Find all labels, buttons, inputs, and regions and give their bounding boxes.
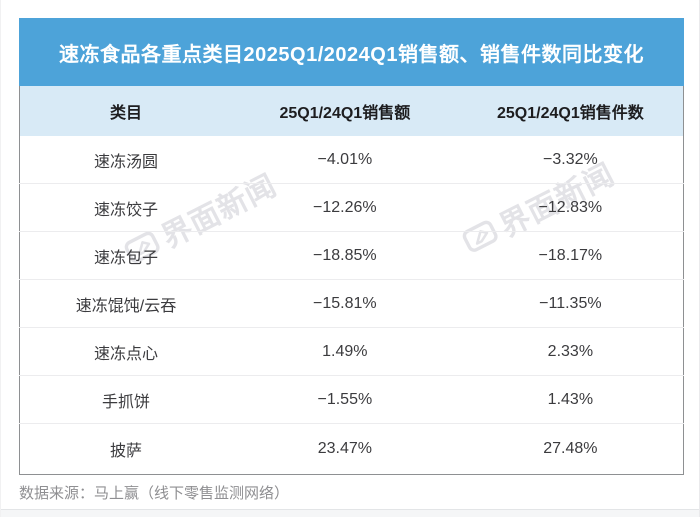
category-cell: 披萨 <box>19 423 232 475</box>
page-bottom-divider <box>1 509 699 517</box>
sales-value-cell: 1.49% <box>231 327 458 376</box>
table-row: 手抓饼 −1.55% 1.43% <box>19 375 684 424</box>
sales-count-cell: −3.32% <box>543 150 598 168</box>
sales-count-cell: 1.43% <box>457 375 684 424</box>
title-banner: 速冻食品各重点类目2025Q1/2024Q1销售额、销售件数同比变化 <box>19 18 684 86</box>
category-cell: 速冻包子 <box>19 231 232 280</box>
sales-value-cell: −15.81% <box>231 279 458 328</box>
sales-value-cell: −1.55% <box>231 375 458 424</box>
comparison-table: 类目 25Q1/24Q1销售额 25Q1/24Q1销售件数 速冻汤圆 −4.01… <box>19 86 684 475</box>
sales-value-cell: −12.26% <box>231 183 458 232</box>
sales-count-cell: −11.35% <box>457 279 684 328</box>
sales-value-cell: −4.01% <box>317 150 373 168</box>
data-source-note: 数据来源：马上赢（线下零售监测网络） <box>19 485 290 502</box>
table-row: 速冻馄饨/云吞 −15.81% −11.35% <box>19 279 684 328</box>
sales-count-cell: −18.17% <box>457 231 684 280</box>
column-header-sales-count-yoy: 25Q1/24Q1销售件数 <box>457 86 684 136</box>
category-cell: 手抓饼 <box>19 375 232 424</box>
table-header-row: 类目 25Q1/24Q1销售额 25Q1/24Q1销售件数 <box>19 86 684 136</box>
column-header-category: 类目 <box>19 86 232 136</box>
category-cell: 速冻汤圆 <box>93 153 158 171</box>
category-cell: 速冻点心 <box>19 327 232 376</box>
sales-count-cell: −12.83% <box>457 183 684 232</box>
page-title: 速冻食品各重点类目2025Q1/2024Q1销售额、销售件数同比变化 <box>59 43 644 66</box>
table-row: 速冻汤圆 −4.01% −3.32% <box>20 136 684 184</box>
sales-count-cell: 2.33% <box>457 327 684 376</box>
category-cell: 速冻饺子 <box>19 183 232 232</box>
sales-value-cell: 23.47% <box>231 423 458 475</box>
table-row: 披萨 23.47% 27.48% <box>19 423 684 475</box>
sales-value-cell: −18.85% <box>231 231 458 280</box>
sales-count-cell: 27.48% <box>457 423 684 475</box>
table-row: 速冻点心 1.49% 2.33% <box>19 327 684 376</box>
table-row: 速冻包子 −18.85% −18.17% <box>19 231 684 280</box>
column-header-sales-value-yoy: 25Q1/24Q1销售额 <box>231 86 458 136</box>
table-row: 速冻饺子 −12.26% −12.83% <box>19 183 684 232</box>
category-cell: 速冻馄饨/云吞 <box>19 279 232 328</box>
